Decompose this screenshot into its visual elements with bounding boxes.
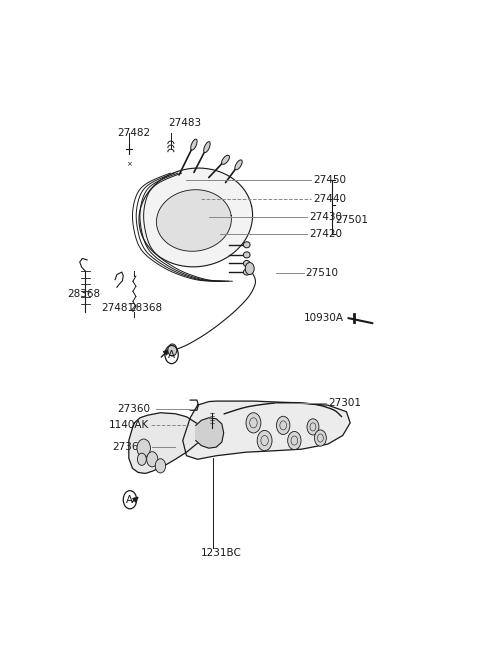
- Text: 27301: 27301: [328, 397, 361, 407]
- Text: 27450: 27450: [313, 175, 346, 185]
- Ellipse shape: [243, 252, 250, 258]
- Polygon shape: [139, 168, 252, 267]
- Circle shape: [307, 419, 319, 435]
- Text: 27481: 27481: [101, 302, 134, 313]
- Text: 1140AK: 1140AK: [108, 420, 149, 430]
- Text: 27510: 27510: [305, 267, 338, 278]
- Text: 27440: 27440: [313, 194, 346, 204]
- Text: 27430: 27430: [309, 212, 342, 223]
- Ellipse shape: [243, 242, 250, 248]
- Circle shape: [246, 413, 261, 433]
- Circle shape: [257, 430, 272, 451]
- Text: 27483: 27483: [168, 118, 201, 128]
- Ellipse shape: [191, 139, 197, 150]
- Circle shape: [314, 430, 326, 446]
- Text: 27501: 27501: [335, 215, 368, 225]
- Text: ×: ×: [126, 161, 132, 167]
- Circle shape: [147, 451, 158, 467]
- Polygon shape: [129, 413, 200, 474]
- Circle shape: [155, 459, 166, 473]
- Text: 10930A: 10930A: [304, 313, 344, 323]
- Circle shape: [168, 344, 177, 356]
- Text: 28368: 28368: [129, 302, 162, 313]
- Text: 27482: 27482: [118, 129, 151, 139]
- Ellipse shape: [235, 160, 242, 170]
- Circle shape: [137, 439, 150, 457]
- Ellipse shape: [243, 269, 250, 275]
- Ellipse shape: [222, 155, 229, 164]
- Text: 28368: 28368: [67, 289, 101, 299]
- Text: 27365: 27365: [112, 442, 145, 452]
- Polygon shape: [183, 401, 350, 459]
- Ellipse shape: [204, 142, 210, 152]
- Text: 27420: 27420: [309, 229, 342, 239]
- Text: A: A: [126, 495, 133, 505]
- Text: 1231BC: 1231BC: [201, 549, 241, 558]
- Circle shape: [276, 417, 290, 434]
- Circle shape: [245, 263, 254, 275]
- Polygon shape: [156, 190, 231, 251]
- Ellipse shape: [243, 260, 250, 267]
- Text: 27360: 27360: [118, 403, 151, 414]
- Circle shape: [288, 432, 301, 449]
- Polygon shape: [196, 418, 224, 448]
- Circle shape: [137, 453, 146, 465]
- Text: A: A: [168, 350, 175, 359]
